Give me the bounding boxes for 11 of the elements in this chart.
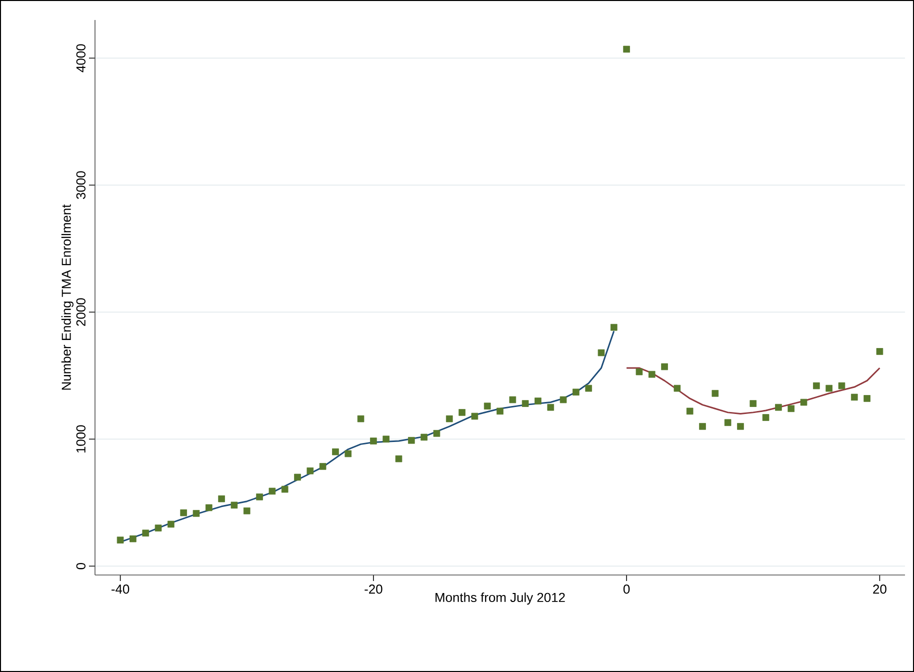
x-tick-label: -40 — [112, 584, 130, 594]
x-tick-label: 20 — [873, 584, 886, 594]
y-tick-label: 0 — [76, 563, 86, 570]
y-tick-label: 4000 — [76, 44, 86, 72]
y-axis-title: Number Ending TMA Enrollment — [61, 204, 74, 390]
y-tick-label: 1000 — [76, 425, 86, 453]
x-axis-title: Months from July 2012 — [436, 592, 565, 605]
x-tick-label: 0 — [623, 584, 630, 594]
x-tick-label: -20 — [364, 584, 382, 594]
y-tick-label: 2000 — [76, 298, 86, 326]
y-tick-label: 3000 — [76, 171, 86, 200]
